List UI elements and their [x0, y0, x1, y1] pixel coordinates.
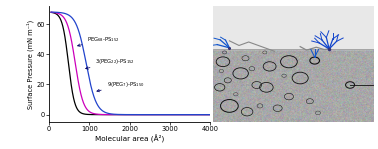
Bar [213, 6, 374, 49]
Text: 9(PEG$_{7}$)-PS$_{150}$: 9(PEG$_{7}$)-PS$_{150}$ [97, 80, 144, 92]
Text: PEG$_{68}$-PS$_{152}$: PEG$_{68}$-PS$_{152}$ [77, 35, 120, 46]
X-axis label: Molecular area (Å²): Molecular area (Å²) [95, 134, 164, 143]
Text: 3(PEG$_{22}$)-PS$_{152}$: 3(PEG$_{22}$)-PS$_{152}$ [86, 57, 135, 69]
Y-axis label: Surface Pressure (mN m⁻¹): Surface Pressure (mN m⁻¹) [27, 20, 34, 109]
